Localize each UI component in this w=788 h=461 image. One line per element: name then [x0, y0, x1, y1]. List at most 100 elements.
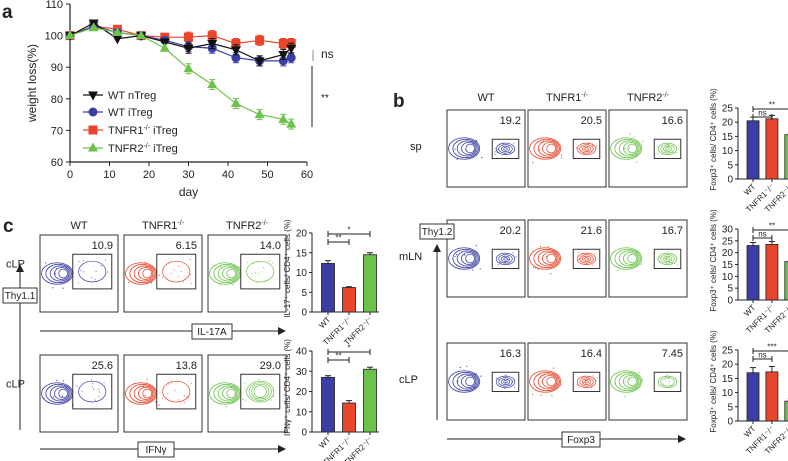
category-label: WT	[317, 315, 332, 330]
event-dot	[636, 162, 637, 163]
event-dot	[540, 395, 541, 396]
x-tick-label: 60	[301, 169, 313, 181]
event-dot	[78, 283, 79, 284]
legend-name: TNFR2	[108, 143, 143, 155]
event-dot	[540, 377, 541, 378]
event-dot	[669, 259, 670, 260]
event-dot	[660, 382, 661, 383]
x-tick-label: 40	[222, 169, 234, 181]
legend-label: WT iTreg	[108, 107, 153, 119]
event-dot	[593, 378, 594, 379]
flow-plot: 29.0	[208, 355, 286, 432]
event-dot	[631, 265, 632, 266]
event-dot	[543, 374, 544, 375]
event-dot	[588, 150, 589, 151]
event-dot	[592, 143, 593, 144]
event-dot	[509, 259, 510, 260]
event-dot	[561, 157, 562, 158]
data-point	[112, 35, 122, 44]
panel-label-b: b	[393, 91, 405, 112]
event-dot	[548, 246, 549, 247]
event-dot	[498, 264, 499, 265]
event-dot	[99, 397, 100, 398]
x-axis-label: day	[179, 185, 198, 199]
event-dot	[466, 366, 467, 367]
event-dot	[271, 385, 272, 386]
y-axis-label: IL-17⁺ cells/ CD4⁺ cells (%)	[283, 219, 292, 318]
event-dot	[220, 266, 221, 267]
event-dot	[625, 265, 626, 266]
event-dot	[583, 153, 584, 154]
legend-name: WT iTreg	[108, 107, 153, 119]
event-dot	[255, 272, 256, 273]
legend-marker	[89, 126, 98, 135]
event-dot	[658, 386, 659, 387]
x-tick-label: 50	[261, 169, 273, 181]
event-dot	[53, 397, 54, 398]
y-tick-label: 20	[722, 118, 734, 129]
event-dot	[591, 151, 592, 152]
event-dot	[263, 267, 264, 268]
y-tick-label: 25	[722, 346, 734, 357]
event-dot	[92, 383, 93, 384]
event-dot	[578, 252, 579, 253]
event-dot	[190, 274, 191, 275]
column-sup: -/-	[261, 220, 268, 227]
event-dot	[624, 148, 625, 149]
bar-chart-b-mln: 051015202530Foxp3⁺ cells/ CD4⁺ cells (%)…	[709, 209, 788, 335]
event-dot	[480, 268, 481, 269]
event-dot	[668, 145, 669, 146]
event-dot	[557, 145, 558, 146]
event-dot	[92, 387, 93, 388]
bar	[364, 369, 377, 432]
event-dot	[634, 136, 635, 137]
bar-chart-c-ifng: 010203040IFNγ⁺ cells/ CD4⁺ cells (%)WTTN…	[283, 339, 379, 461]
event-dot	[597, 148, 598, 149]
y-tick-label: 10	[722, 146, 734, 157]
column-sup: -/-	[177, 220, 184, 227]
event-dot	[174, 390, 175, 391]
event-dot	[128, 282, 129, 283]
y-tick-label: 5	[727, 402, 733, 413]
event-dot	[171, 382, 172, 383]
column-name: WT	[70, 220, 87, 232]
event-dot	[535, 267, 536, 268]
event-dot	[181, 271, 182, 272]
event-dot	[94, 281, 95, 282]
event-dot	[615, 382, 616, 383]
event-dot	[674, 263, 675, 264]
y-tick-label: 100	[45, 31, 63, 43]
event-dot	[215, 278, 216, 279]
event-dot	[258, 262, 259, 263]
y-tick-label: 5	[301, 288, 307, 299]
event-dot	[457, 381, 458, 382]
event-dot	[76, 386, 77, 387]
column-name: TNFR1	[142, 220, 177, 232]
legend-item: WT iTreg	[83, 107, 153, 119]
event-dot	[629, 134, 630, 135]
event-dot	[104, 386, 105, 387]
flow-column-header: TNFR1-/-	[546, 92, 589, 104]
category-label: WT	[742, 303, 757, 318]
significance-label: *	[347, 344, 350, 353]
event-dot	[158, 275, 159, 276]
x-marker-label: IL-17A	[197, 327, 227, 338]
event-dot	[231, 386, 232, 387]
event-dot	[476, 373, 477, 374]
event-dot	[245, 389, 246, 390]
y-tick-label: 70	[51, 125, 63, 137]
y-tick-label: 10	[296, 268, 308, 279]
event-dot	[495, 154, 496, 155]
event-dot	[514, 387, 515, 388]
data-point	[231, 98, 241, 107]
event-dot	[81, 391, 82, 392]
event-dot	[495, 148, 496, 149]
gate-percentage: 29.0	[260, 360, 281, 372]
y-tick-label: 60	[51, 157, 63, 169]
arrow-head-icon	[433, 244, 441, 252]
data-point	[279, 39, 288, 48]
flow-plot: 7.45	[609, 343, 687, 420]
event-dot	[582, 376, 583, 377]
event-dot	[45, 262, 46, 263]
event-dot	[578, 255, 579, 256]
